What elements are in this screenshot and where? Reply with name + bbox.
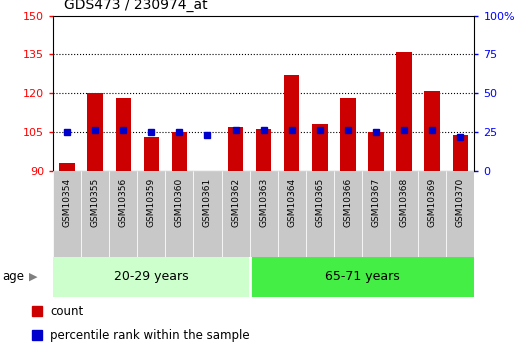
Bar [362, 171, 390, 257]
Text: GSM10370: GSM10370 [456, 178, 465, 227]
Bar [109, 171, 137, 257]
Bar [312, 124, 328, 171]
Text: 20-29 years: 20-29 years [114, 270, 189, 283]
Text: GSM10365: GSM10365 [315, 178, 324, 227]
Bar [250, 257, 474, 297]
Bar [396, 52, 412, 171]
Bar [222, 171, 250, 257]
Bar [340, 98, 356, 171]
Bar [425, 91, 440, 171]
Bar [418, 171, 446, 257]
Text: count: count [50, 305, 84, 318]
Text: GSM10356: GSM10356 [119, 178, 128, 227]
Bar [453, 135, 468, 171]
Bar [446, 171, 474, 257]
Text: ▶: ▶ [29, 272, 38, 282]
Text: GSM10368: GSM10368 [400, 178, 409, 227]
Text: GDS473 / 230974_at: GDS473 / 230974_at [64, 0, 207, 12]
Text: percentile rank within the sample: percentile rank within the sample [50, 329, 250, 342]
Text: GSM10366: GSM10366 [343, 178, 352, 227]
Bar [368, 132, 384, 171]
Text: GSM10362: GSM10362 [231, 178, 240, 227]
Bar [53, 171, 81, 257]
Bar [390, 171, 418, 257]
Bar [144, 137, 159, 171]
Bar [278, 171, 306, 257]
Text: GSM10361: GSM10361 [203, 178, 212, 227]
Bar [284, 75, 299, 171]
Bar [116, 98, 131, 171]
Text: GSM10363: GSM10363 [259, 178, 268, 227]
Bar [137, 171, 165, 257]
Bar [53, 257, 250, 297]
Text: GSM10355: GSM10355 [91, 178, 100, 227]
Bar [59, 163, 75, 171]
Text: GSM10364: GSM10364 [287, 178, 296, 227]
Text: GSM10359: GSM10359 [147, 178, 156, 227]
Bar [87, 93, 103, 171]
Bar [250, 171, 278, 257]
Text: age: age [3, 270, 25, 283]
Text: GSM10369: GSM10369 [428, 178, 437, 227]
Bar [81, 171, 109, 257]
Text: GSM10367: GSM10367 [372, 178, 381, 227]
Bar [256, 129, 271, 171]
Bar [172, 132, 187, 171]
Bar [334, 171, 362, 257]
Text: 65-71 years: 65-71 years [324, 270, 400, 283]
Text: GSM10354: GSM10354 [63, 178, 72, 227]
Bar [193, 171, 222, 257]
Bar [228, 127, 243, 171]
Bar [306, 171, 334, 257]
Bar [165, 171, 193, 257]
Text: GSM10360: GSM10360 [175, 178, 184, 227]
